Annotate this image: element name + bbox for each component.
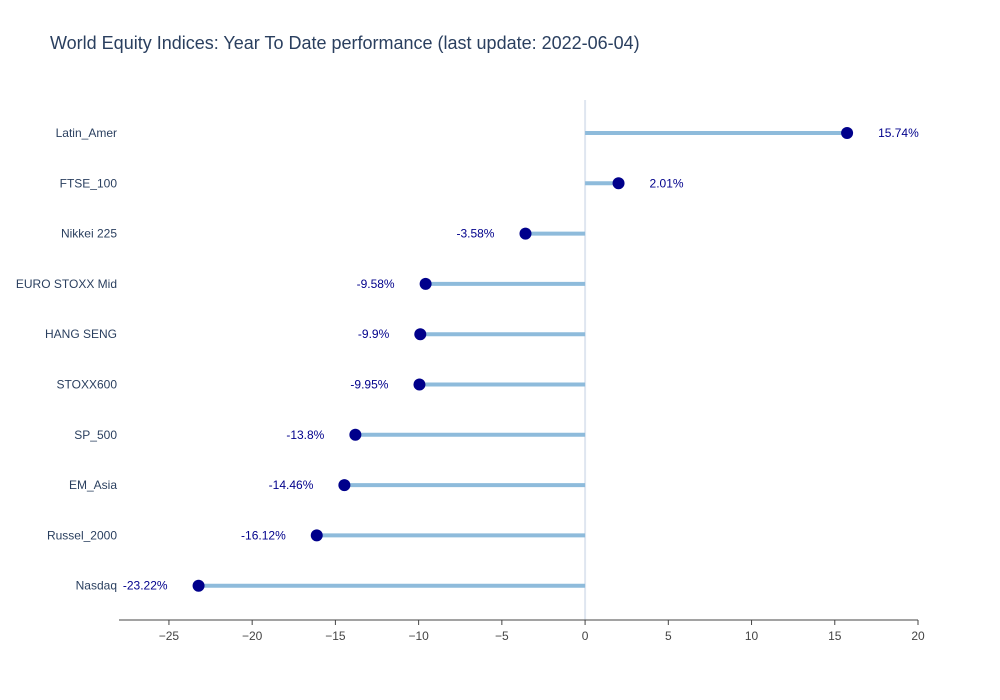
chart-title: World Equity Indices: Year To Date perfo… [50,33,640,53]
category-label: HANG SENG [45,327,117,341]
stems-group [198,131,848,588]
category-label: Nikkei 225 [61,227,117,241]
category-label: FTSE_100 [60,176,118,190]
marker-point[interactable] [192,579,205,592]
data-label: -16.12% [241,528,286,542]
marker-point[interactable] [414,328,427,341]
markers-group [192,127,854,592]
category-label: Latin_Amer [56,126,117,140]
data-label: -9.58% [357,277,395,291]
data-label: -14.46% [269,478,314,492]
category-label: SP_500 [74,428,117,442]
marker-point[interactable] [419,277,432,290]
data-label: -3.58% [456,227,494,241]
category-labels-group: Latin_Amer FTSE_100 Nikkei 225 EURO STOXX M… [16,126,117,593]
marker-point[interactable] [310,529,323,542]
data-labels-group: 15.74% 2.01% -3.58% -9.58% -9.9% -9.95% -13.8%… [123,126,919,593]
marker-point[interactable] [841,127,854,139]
category-label: Nasdaq [76,579,117,593]
category-label: EM_Asia [69,478,117,492]
category-label: STOXX600 [57,378,118,392]
x-tick-label: 20 [911,629,925,643]
x-tick-label: 15 [828,629,842,643]
data-label: -9.95% [350,378,388,392]
category-label: Russel_2000 [47,528,117,542]
x-axis: −25 −20 −15 −10 −5 0 5 10 15 20 [119,619,925,643]
x-tick-label: −20 [242,629,263,643]
data-label: 2.01% [650,176,684,190]
x-tick-label: −5 [495,629,509,643]
x-tick-label: −15 [325,629,346,643]
x-tick-label: −10 [408,629,429,643]
marker-point[interactable] [612,177,625,190]
marker-point[interactable] [413,378,426,391]
x-tick-label: 5 [665,629,672,643]
x-tick-label: −25 [159,629,180,643]
data-label: 15.74% [878,126,919,140]
x-tick-label: 10 [745,629,759,643]
data-label: -23.22% [123,579,168,593]
category-label: EURO STOXX Mid [16,277,117,291]
x-tick-label: 0 [582,629,589,643]
data-label: -9.9% [358,327,390,341]
marker-point[interactable] [338,479,351,492]
marker-point[interactable] [519,227,532,240]
marker-point[interactable] [349,428,362,441]
data-label: -13.8% [286,428,324,442]
